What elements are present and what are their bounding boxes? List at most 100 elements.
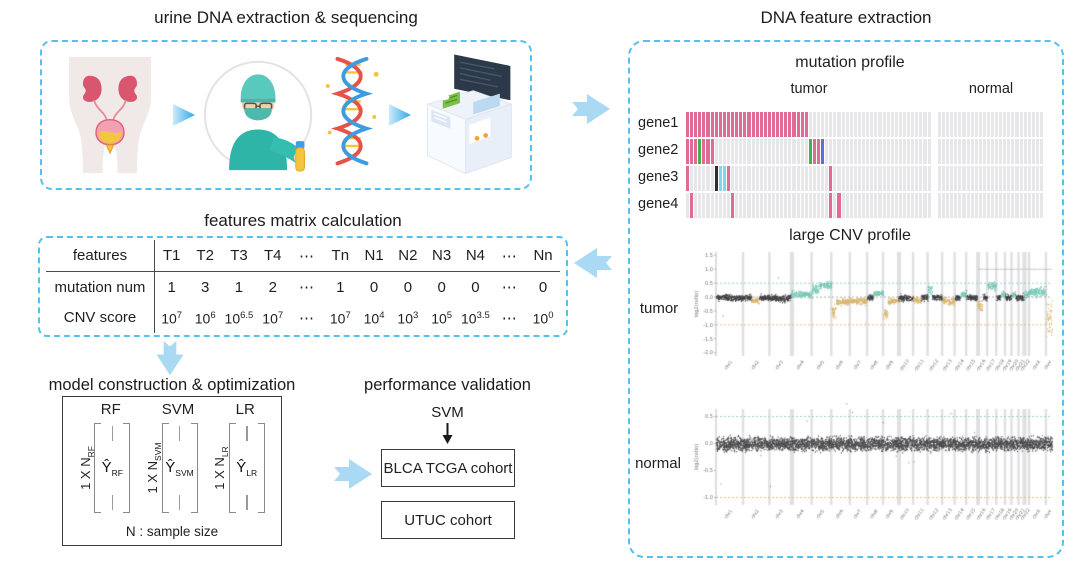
- table-header-cell: Tn: [323, 240, 358, 272]
- down-arrow-icon: [442, 423, 453, 444]
- oncoprint-bar: [890, 139, 894, 164]
- oncoprint-bar: [919, 166, 923, 191]
- oncoprint-bar: [919, 112, 923, 137]
- oncoprint-bar: [833, 193, 837, 218]
- oncoprint-bar: [804, 193, 808, 218]
- oncoprint-bar: [970, 112, 974, 137]
- oncoprint-bar: [1007, 193, 1011, 218]
- oncoprint-bar: [894, 139, 898, 164]
- cnv-normal-plot: [690, 403, 1058, 533]
- oncoprint-bar: [1031, 139, 1035, 164]
- oncoprint-bar: [731, 193, 735, 218]
- table-value-cell: 105: [431, 309, 453, 327]
- oncoprint-bar: [978, 193, 982, 218]
- oncoprint-bar: [1023, 112, 1027, 137]
- oncoprint-bar: [817, 139, 821, 164]
- oncoprint-bar: [694, 193, 698, 218]
- oncoprint-bar: [942, 193, 946, 218]
- normal-group-label: normal: [968, 81, 1014, 97]
- oncoprint-bar: [898, 139, 902, 164]
- oncoprint-bar: [743, 139, 747, 164]
- table-header-cell: N3: [424, 240, 459, 272]
- oncoprint-bar: [946, 112, 950, 137]
- oncoprint-bar: [780, 112, 784, 137]
- oncoprint-bar: [982, 166, 986, 191]
- oncoprint-bar: [923, 166, 927, 191]
- oncoprint-bar: [825, 139, 829, 164]
- matrix-dimension-label: 1 X NSVM: [145, 442, 163, 494]
- oncoprint-bar: [718, 166, 722, 191]
- oncoprint-bar: [853, 112, 857, 137]
- oncoprint-bar: [915, 193, 919, 218]
- oncoprint-bar: [890, 166, 894, 191]
- sequencer-machine-icon: [426, 54, 513, 175]
- oncoprint-bar: [702, 166, 706, 191]
- oncoprint-bar: [849, 193, 853, 218]
- oncoprint-bar: [1031, 193, 1035, 218]
- oncoprint-bar: [702, 193, 706, 218]
- features-matrix-panel: features T1 T2 T3 T4 ⋯ Tn N1 N2 N3 N4 ⋯ Nn mutation n…: [38, 236, 568, 337]
- table-value-cell: 104: [363, 309, 385, 327]
- oncoprint-bar: [857, 193, 862, 218]
- oncoprint-bar: [763, 193, 767, 218]
- oncoprint-bar: [1011, 112, 1015, 137]
- oncoprint-bar: [938, 139, 942, 164]
- oncoprint-bar: [747, 193, 751, 218]
- oncoprint-bar: [821, 112, 825, 137]
- table-value-cell: 2: [268, 278, 277, 296]
- oncoprint-bar: [1023, 139, 1027, 164]
- table-value-cell: 0: [471, 278, 480, 296]
- model-note: N : sample size: [125, 524, 219, 539]
- urinary-system-icon: [68, 57, 152, 173]
- oncoprint-bar: [919, 193, 923, 218]
- oncoprint-bar: [1027, 112, 1031, 137]
- oncoprint-bar: [911, 139, 915, 164]
- oncoprint-bar: [784, 193, 788, 218]
- oncoprint-bar: [991, 112, 995, 137]
- oncoprint-bar: [946, 139, 950, 164]
- oncoprint-normal-row: [938, 193, 1044, 218]
- oncoprint-tumor-row: [686, 193, 932, 218]
- oncoprint-bar: [882, 112, 886, 137]
- gene-label: gene3: [638, 169, 679, 185]
- oncoprint-bar: [954, 112, 958, 137]
- oncoprint-bar: [954, 166, 958, 191]
- oncoprint-bar: [686, 139, 690, 164]
- model-matrices: RF 1 X NRF ŶRF SVM 1 X NSVM ŶSVM LR 1 X NLR ŶLR: [63, 401, 281, 522]
- cnv-tumor-plot: [690, 246, 1058, 384]
- model-matrix-svm: SVM 1 X NSVM ŶSVM: [145, 401, 198, 522]
- oncoprint-bar: [821, 139, 825, 164]
- oncoprint-bar: [902, 166, 907, 191]
- oncoprint-bar: [878, 112, 882, 137]
- oncoprint-bar: [710, 193, 714, 218]
- oncoprint-bar: [747, 139, 751, 164]
- oncoprint-bar: [999, 112, 1003, 137]
- oncoprint-bar: [1003, 112, 1007, 137]
- oncoprint-bar: [726, 112, 731, 137]
- oncoprint-bar: [898, 193, 902, 218]
- oncoprint-bar: [837, 139, 841, 164]
- oncoprint-bar: [780, 193, 784, 218]
- oncoprint-bar: [902, 112, 907, 137]
- oncoprint-bar: [954, 193, 958, 218]
- feature-extraction-title: DNA feature extraction: [760, 8, 932, 27]
- oncoprint-bar: [751, 112, 755, 137]
- oncoprint-bar: [788, 139, 792, 164]
- oncoprint-bar: [849, 139, 853, 164]
- oncoprint-bar: [751, 193, 755, 218]
- oncoprint-bar: [690, 193, 694, 218]
- flow-arrow-down-icon: [156, 341, 184, 376]
- extraction-title: urine DNA extraction & sequencing: [154, 8, 418, 27]
- oncoprint-bar: [800, 139, 804, 164]
- oncoprint-bar: [714, 166, 718, 191]
- oncoprint-bar: [974, 139, 978, 164]
- oncoprint-bar: [866, 139, 870, 164]
- oncoprint-bar: [853, 139, 857, 164]
- oncoprint-bar: [694, 139, 698, 164]
- oncoprint-bar: [849, 112, 853, 137]
- oncoprint-bar: [833, 166, 837, 191]
- dna-helix-icon: [325, 56, 379, 166]
- oncoprint-bar: [962, 112, 966, 137]
- cnv-tumor-label: tumor: [639, 300, 679, 317]
- table-value-cell: 1: [167, 278, 176, 296]
